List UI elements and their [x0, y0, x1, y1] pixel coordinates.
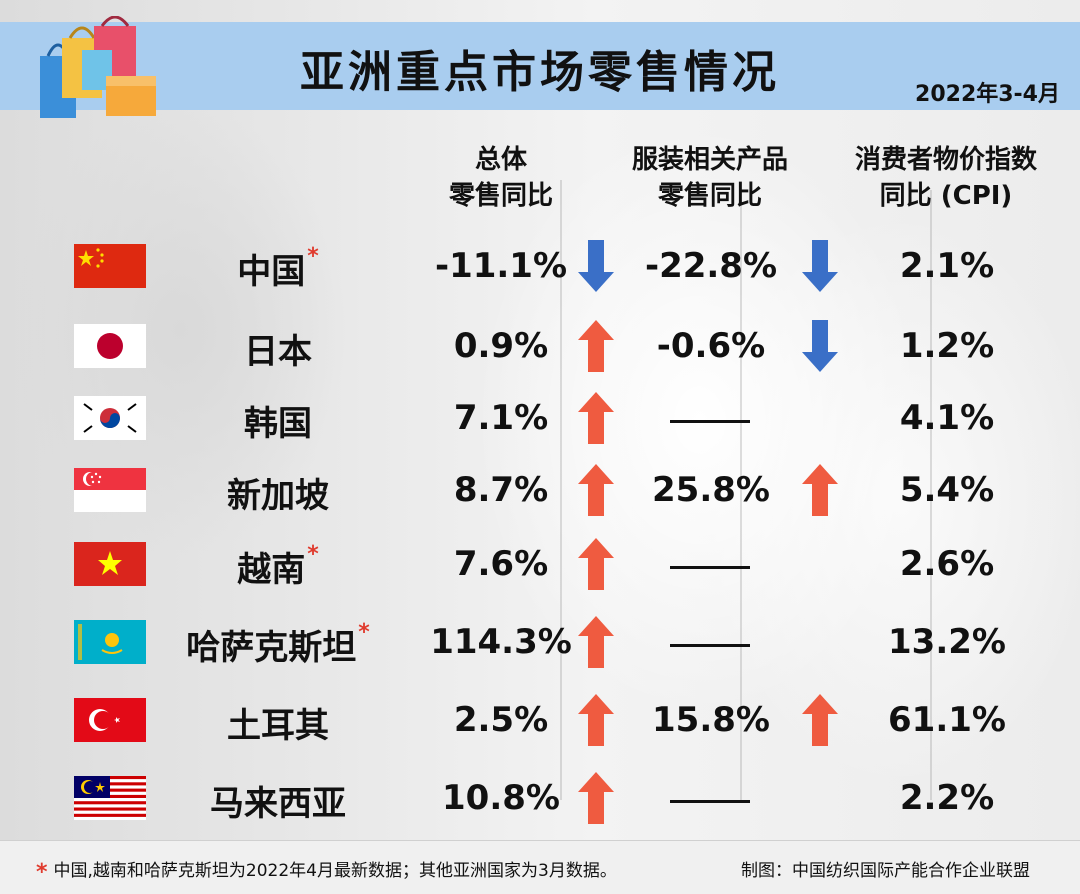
footer-bar — [0, 840, 1080, 894]
data-note-star: * — [307, 542, 319, 567]
total-retail-value: -11.1% — [434, 246, 568, 286]
country-label: 日本 — [244, 332, 312, 372]
arrow-up-icon — [800, 462, 840, 518]
apparel-retail-value: 25.8% — [652, 470, 770, 510]
no-data-dash — [670, 566, 750, 569]
country-label: 韩国 — [244, 404, 312, 444]
singapore-flag — [74, 468, 146, 512]
country-label: 新加坡 — [227, 476, 329, 516]
total-retail-value: 0.9% — [453, 326, 549, 366]
table-row: 韩国 7.1% 4.1% — [0, 388, 1080, 448]
column-header-total: 总体 零售同比 — [426, 142, 576, 214]
header-bar — [0, 22, 1080, 110]
table-row: 土耳其 2.5% 15.8% 61.1% — [0, 690, 1080, 750]
column-header-line: 消费者物价指数 — [854, 145, 1037, 175]
cpi-value: 2.2% — [899, 778, 995, 818]
country-label: 越南 — [237, 550, 306, 590]
footnote: * 中国,越南和哈萨克斯坦为2022年4月最新数据；其他亚洲国家为3月数据。 — [36, 856, 617, 885]
cpi-value: 61.1% — [888, 700, 1006, 740]
japan-flag — [74, 324, 146, 368]
table-row: 越南* 7.6% 2.6% — [0, 534, 1080, 594]
arrow-up-icon — [576, 390, 616, 446]
data-note-star: * — [358, 620, 370, 645]
china-flag — [74, 244, 146, 288]
total-retail-value: 114.3% — [430, 622, 572, 662]
arrow-up-icon — [576, 318, 616, 374]
country-name: 新加坡 — [168, 468, 388, 517]
turkey-flag — [74, 698, 146, 742]
korea-flag — [74, 396, 146, 440]
apparel-retail-value: 15.8% — [652, 700, 770, 740]
table-row: 新加坡 8.7% 25.8% 5.4% — [0, 460, 1080, 520]
kazakhstan-flag — [74, 620, 146, 664]
country-name: 韩国 — [168, 396, 388, 445]
arrow-down-icon — [800, 318, 840, 374]
arrow-up-icon — [576, 770, 616, 826]
table-row: 日本 0.9% -0.6% 1.2% — [0, 316, 1080, 376]
total-retail-value: 7.1% — [453, 398, 549, 438]
table-row: 中国* -11.1% -22.8% 2.1% — [0, 236, 1080, 296]
page-title: 亚洲重点市场零售情况 — [300, 47, 780, 98]
country-label: 哈萨克斯坦 — [186, 628, 357, 668]
country-name: 哈萨克斯坦* — [168, 620, 388, 669]
malaysia-flag — [74, 776, 146, 820]
cpi-value: 4.1% — [899, 398, 995, 438]
no-data-dash — [670, 420, 750, 423]
country-name: 马来西亚 — [168, 776, 388, 825]
column-header-line: 同比 (CPI) — [879, 181, 1013, 211]
country-name: 中国* — [168, 244, 388, 293]
cpi-value: 5.4% — [899, 470, 995, 510]
country-label: 马来西亚 — [210, 784, 346, 824]
column-header-line: 总体 — [474, 145, 527, 175]
cpi-value: 1.2% — [899, 326, 995, 366]
total-retail-value: 7.6% — [453, 544, 549, 584]
data-note-star: * — [307, 244, 319, 269]
arrow-down-icon — [800, 238, 840, 294]
apparel-retail-value: -0.6% — [656, 326, 766, 366]
footnote-star: * — [36, 860, 48, 885]
country-label: 中国 — [237, 252, 306, 292]
shopping-bags-icon — [40, 16, 156, 118]
country-label: 土耳其 — [227, 706, 329, 746]
arrow-up-icon — [576, 692, 616, 748]
no-data-dash — [670, 800, 750, 803]
arrow-up-icon — [576, 536, 616, 592]
country-name: 土耳其 — [168, 698, 388, 747]
column-header-cpi: 消费者物价指数 同比 (CPI) — [836, 142, 1056, 214]
column-header-line: 零售同比 — [657, 181, 762, 211]
table-row: 马来西亚 10.8% 2.2% — [0, 768, 1080, 828]
column-header-line: 零售同比 — [448, 181, 553, 211]
footnote-text: 中国,越南和哈萨克斯坦为2022年4月最新数据；其他亚洲国家为3月数据。 — [53, 861, 617, 881]
cpi-value: 2.1% — [899, 246, 995, 286]
total-retail-value: 8.7% — [453, 470, 549, 510]
vietnam-flag — [74, 542, 146, 586]
arrow-down-icon — [576, 238, 616, 294]
source-credit: 制图：中国纺织国际产能合作企业联盟 — [741, 861, 1030, 881]
total-retail-value: 10.8% — [442, 778, 560, 818]
cpi-value: 2.6% — [899, 544, 995, 584]
country-name: 日本 — [168, 324, 388, 373]
date-range: 2022年3-4月 — [915, 82, 1060, 107]
total-retail-value: 2.5% — [453, 700, 549, 740]
column-header-apparel: 服装相关产品 零售同比 — [610, 142, 810, 214]
column-header-line: 服装相关产品 — [631, 145, 788, 175]
arrow-up-icon — [576, 462, 616, 518]
apparel-retail-value: -22.8% — [644, 246, 778, 286]
arrow-up-icon — [576, 614, 616, 670]
cpi-value: 13.2% — [888, 622, 1006, 662]
arrow-up-icon — [800, 692, 840, 748]
country-name: 越南* — [168, 542, 388, 591]
no-data-dash — [670, 644, 750, 647]
table-row: 哈萨克斯坦* 114.3% 13.2% — [0, 612, 1080, 672]
